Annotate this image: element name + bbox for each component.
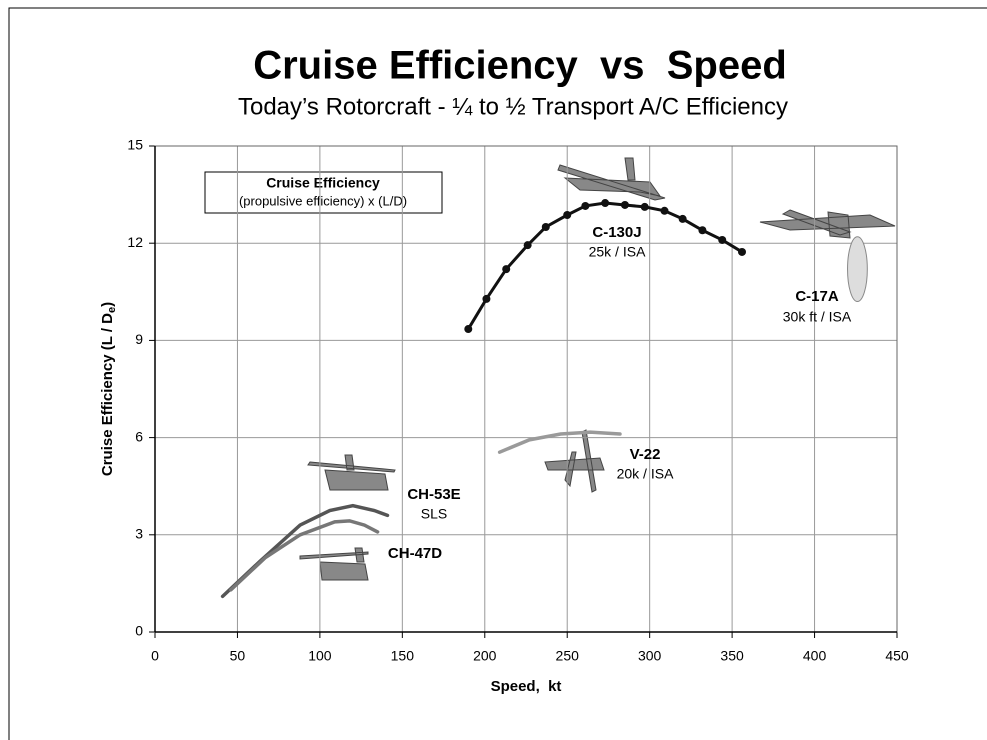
data-point [542,223,550,231]
chart-subtitle: Today’s Rotorcraft - ¼ to ½ Transport A/… [238,93,788,120]
series-label: CH-47D [388,545,442,562]
y-axis-label: Cruise Efficiency (L / De) [99,302,118,476]
region [848,237,868,302]
aircraft-icons [300,158,895,580]
data-point [601,199,609,207]
series-note: SLS [421,506,447,522]
data-point [621,201,629,209]
y-tick-label: 15 [127,137,143,153]
data-point [661,207,669,215]
x-axis-label: Speed, kt [491,678,562,695]
data-point [718,236,726,244]
x-tick-label: 250 [556,648,580,664]
x-tick-label: 100 [308,648,332,664]
data-point [641,203,649,211]
info-box-title: Cruise Efficiency [266,175,380,191]
chart-title: Cruise Efficiency vs Speed [253,44,787,88]
series-label: CH-53E [407,486,460,503]
series-label: C-130J [592,224,641,241]
x-tick-label: 450 [885,648,909,664]
series-label: V-22 [630,446,661,463]
data-point [563,211,571,219]
series-note: 20k / ISA [617,466,674,482]
data-point [482,295,490,303]
x-tick-label: 300 [638,648,662,664]
chart: Cruise Efficiency vs Speed Today’s Rotor… [0,0,987,740]
x-tick-label: 400 [803,648,827,664]
x-tick-label: 0 [151,648,159,664]
y-label-main: Cruise Efficiency (L / D [99,313,116,476]
data-point [698,226,706,234]
x-tick-label: 50 [230,648,246,664]
data-point [524,241,532,249]
data-point [738,248,746,256]
x-tick-label: 350 [720,648,744,664]
y-tick-label: 12 [127,234,143,250]
series-note: 25k / ISA [589,244,646,260]
region-label: C-17A [795,288,839,305]
data-point [502,265,510,273]
region-note: 30k ft / ISA [783,309,852,325]
y-tick-label: 6 [135,428,143,444]
data-point [679,215,687,223]
info-box-text: (propulsive efficiency) x (L/D) [239,193,407,208]
y-tick-label: 0 [135,623,143,639]
data-point [464,325,472,333]
x-tick-label: 150 [391,648,415,664]
y-label-end: ) [99,302,116,307]
y-tick-label: 9 [135,331,143,347]
series-line [500,432,620,452]
y-tick-label: 3 [135,526,143,542]
x-tick-label: 200 [473,648,497,664]
data-point [581,202,589,210]
series-line [468,203,742,329]
